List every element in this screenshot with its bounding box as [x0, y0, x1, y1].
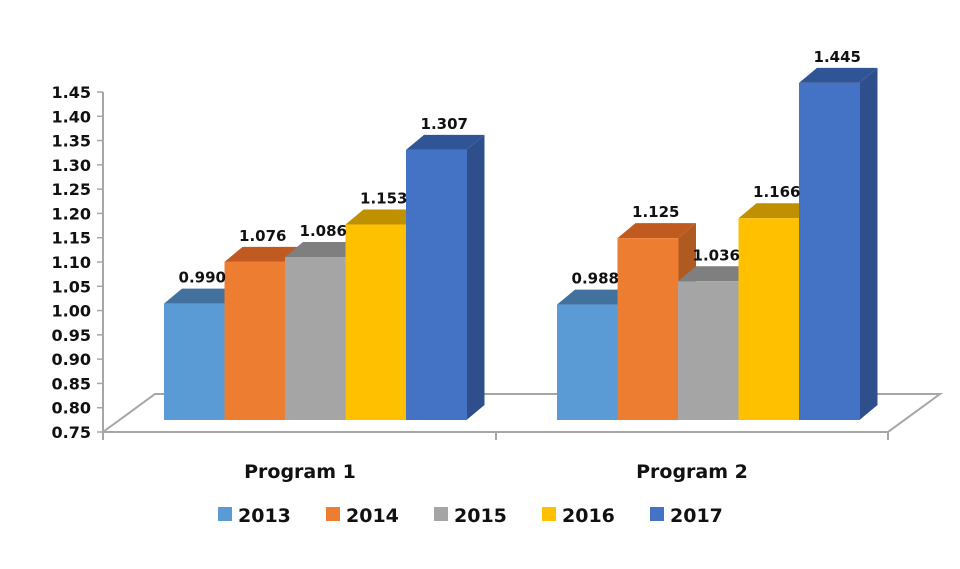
y-tick-label: 1.25 — [52, 180, 91, 199]
bar-front-face — [557, 304, 618, 420]
bar-front-face — [738, 218, 800, 420]
y-tick-label: 1.05 — [52, 277, 91, 296]
bar-side-face — [466, 134, 485, 421]
legend-item-2013: 2013 — [218, 505, 291, 527]
legend-item-2015: 2015 — [434, 505, 507, 527]
bar-top-face — [678, 266, 757, 282]
y-tick-label: 0.85 — [52, 374, 91, 393]
bar-side-face — [859, 67, 878, 421]
bar-front-face — [224, 261, 286, 420]
legend-label: 2014 — [346, 505, 399, 527]
legend-swatch — [542, 507, 556, 521]
bar-top-face — [617, 223, 696, 239]
bar-2017-program-2 — [799, 67, 878, 421]
legend: 2013 2014 2015 2016 2017 — [218, 505, 723, 527]
y-tick-label: 0.90 — [52, 350, 91, 369]
data-label-2017: 1.445 — [814, 48, 861, 66]
data-label-2015: 1.086 — [300, 222, 347, 240]
bar-top-face — [164, 288, 243, 304]
legend-label: 2016 — [562, 505, 615, 527]
legend-swatch — [326, 507, 340, 521]
y-tick-label: 1.30 — [52, 156, 91, 175]
data-label-2014: 1.076 — [239, 227, 286, 245]
legend-swatch — [434, 507, 448, 521]
data-label-2013: 0.990 — [179, 269, 226, 287]
legend-swatch — [218, 507, 232, 521]
bar-2013-program-1 — [164, 288, 243, 420]
data-label-2013: 0.988 — [572, 270, 619, 288]
bar-top-face — [406, 134, 485, 150]
bar-front-face — [799, 82, 860, 421]
bar-front-face — [678, 281, 739, 420]
bar-top-face — [557, 289, 636, 305]
y-tick-label: 1.35 — [52, 132, 91, 151]
data-labels: 0.990 1.076 1.086 1.153 1.307 0.988 1.125 1.036… — [179, 48, 861, 288]
bar-2017-program-1 — [406, 134, 485, 421]
bar-top-face — [285, 242, 364, 258]
bar-2015-program-2 — [678, 266, 757, 420]
data-label-2016: 1.166 — [753, 183, 800, 201]
floor-outline — [102, 393, 944, 433]
bar-top-face — [224, 246, 303, 262]
chart-floor — [102, 393, 944, 440]
data-label-2015: 1.036 — [693, 246, 740, 264]
y-tick-label: 1.10 — [52, 253, 91, 272]
bar-top-face — [799, 67, 878, 83]
bar-front-face — [285, 257, 346, 420]
category-label-program-1: Program 1 — [244, 461, 356, 483]
bar-2015-program-1 — [285, 242, 364, 420]
bar-front-face — [164, 303, 225, 420]
legend-swatch — [650, 507, 664, 521]
bar-2016-program-2 — [738, 203, 817, 420]
legend-label: 2015 — [454, 505, 507, 527]
bar-top-face — [738, 203, 817, 219]
x-axis-labels: Program 1 Program 2 — [244, 461, 748, 483]
data-label-2014: 1.125 — [632, 203, 679, 221]
bar-front-face — [345, 224, 407, 420]
legend-item-2017: 2017 — [650, 505, 723, 527]
bar-2014-program-1 — [224, 246, 303, 420]
bar-2016-program-1 — [345, 209, 424, 420]
bar-top-face — [345, 209, 424, 225]
data-label-2017: 1.307 — [421, 115, 468, 133]
y-tick-label: 1.00 — [52, 302, 91, 321]
y-tick-label: 1.20 — [52, 204, 91, 223]
bar-front-face — [406, 149, 467, 421]
category-label-program-2: Program 2 — [636, 461, 748, 483]
legend-label: 2013 — [238, 505, 291, 527]
y-tick-label: 1.45 — [52, 83, 91, 102]
y-tick-label: 0.80 — [52, 399, 91, 418]
legend-item-2014: 2014 — [326, 505, 399, 527]
legend-label: 2017 — [670, 505, 723, 527]
y-tick-label: 1.15 — [52, 229, 91, 248]
y-tick-label: 1.40 — [52, 107, 91, 126]
bar-front-face — [617, 238, 679, 420]
bar-2013-program-2 — [557, 289, 636, 420]
y-tick-label: 0.75 — [52, 423, 91, 442]
y-tick-label: 0.95 — [52, 326, 91, 345]
data-label-2016: 1.153 — [360, 190, 407, 208]
y-axis: 0.75 0.80 0.85 0.90 0.95 1.00 1.05 1.10 1.15 1.20… — [52, 83, 104, 442]
bars — [164, 67, 878, 421]
legend-item-2016: 2016 — [542, 505, 615, 527]
